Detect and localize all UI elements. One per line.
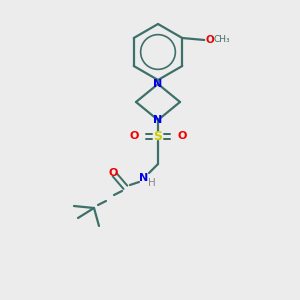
Text: S: S bbox=[154, 130, 163, 142]
Text: N: N bbox=[140, 173, 148, 183]
Text: O: O bbox=[108, 168, 118, 178]
Text: O: O bbox=[205, 35, 214, 45]
Text: H: H bbox=[148, 178, 156, 188]
Text: O: O bbox=[130, 131, 139, 141]
Text: N: N bbox=[153, 115, 163, 125]
Text: O: O bbox=[177, 131, 186, 141]
Text: CH₃: CH₃ bbox=[213, 35, 230, 44]
Text: N: N bbox=[153, 79, 163, 89]
